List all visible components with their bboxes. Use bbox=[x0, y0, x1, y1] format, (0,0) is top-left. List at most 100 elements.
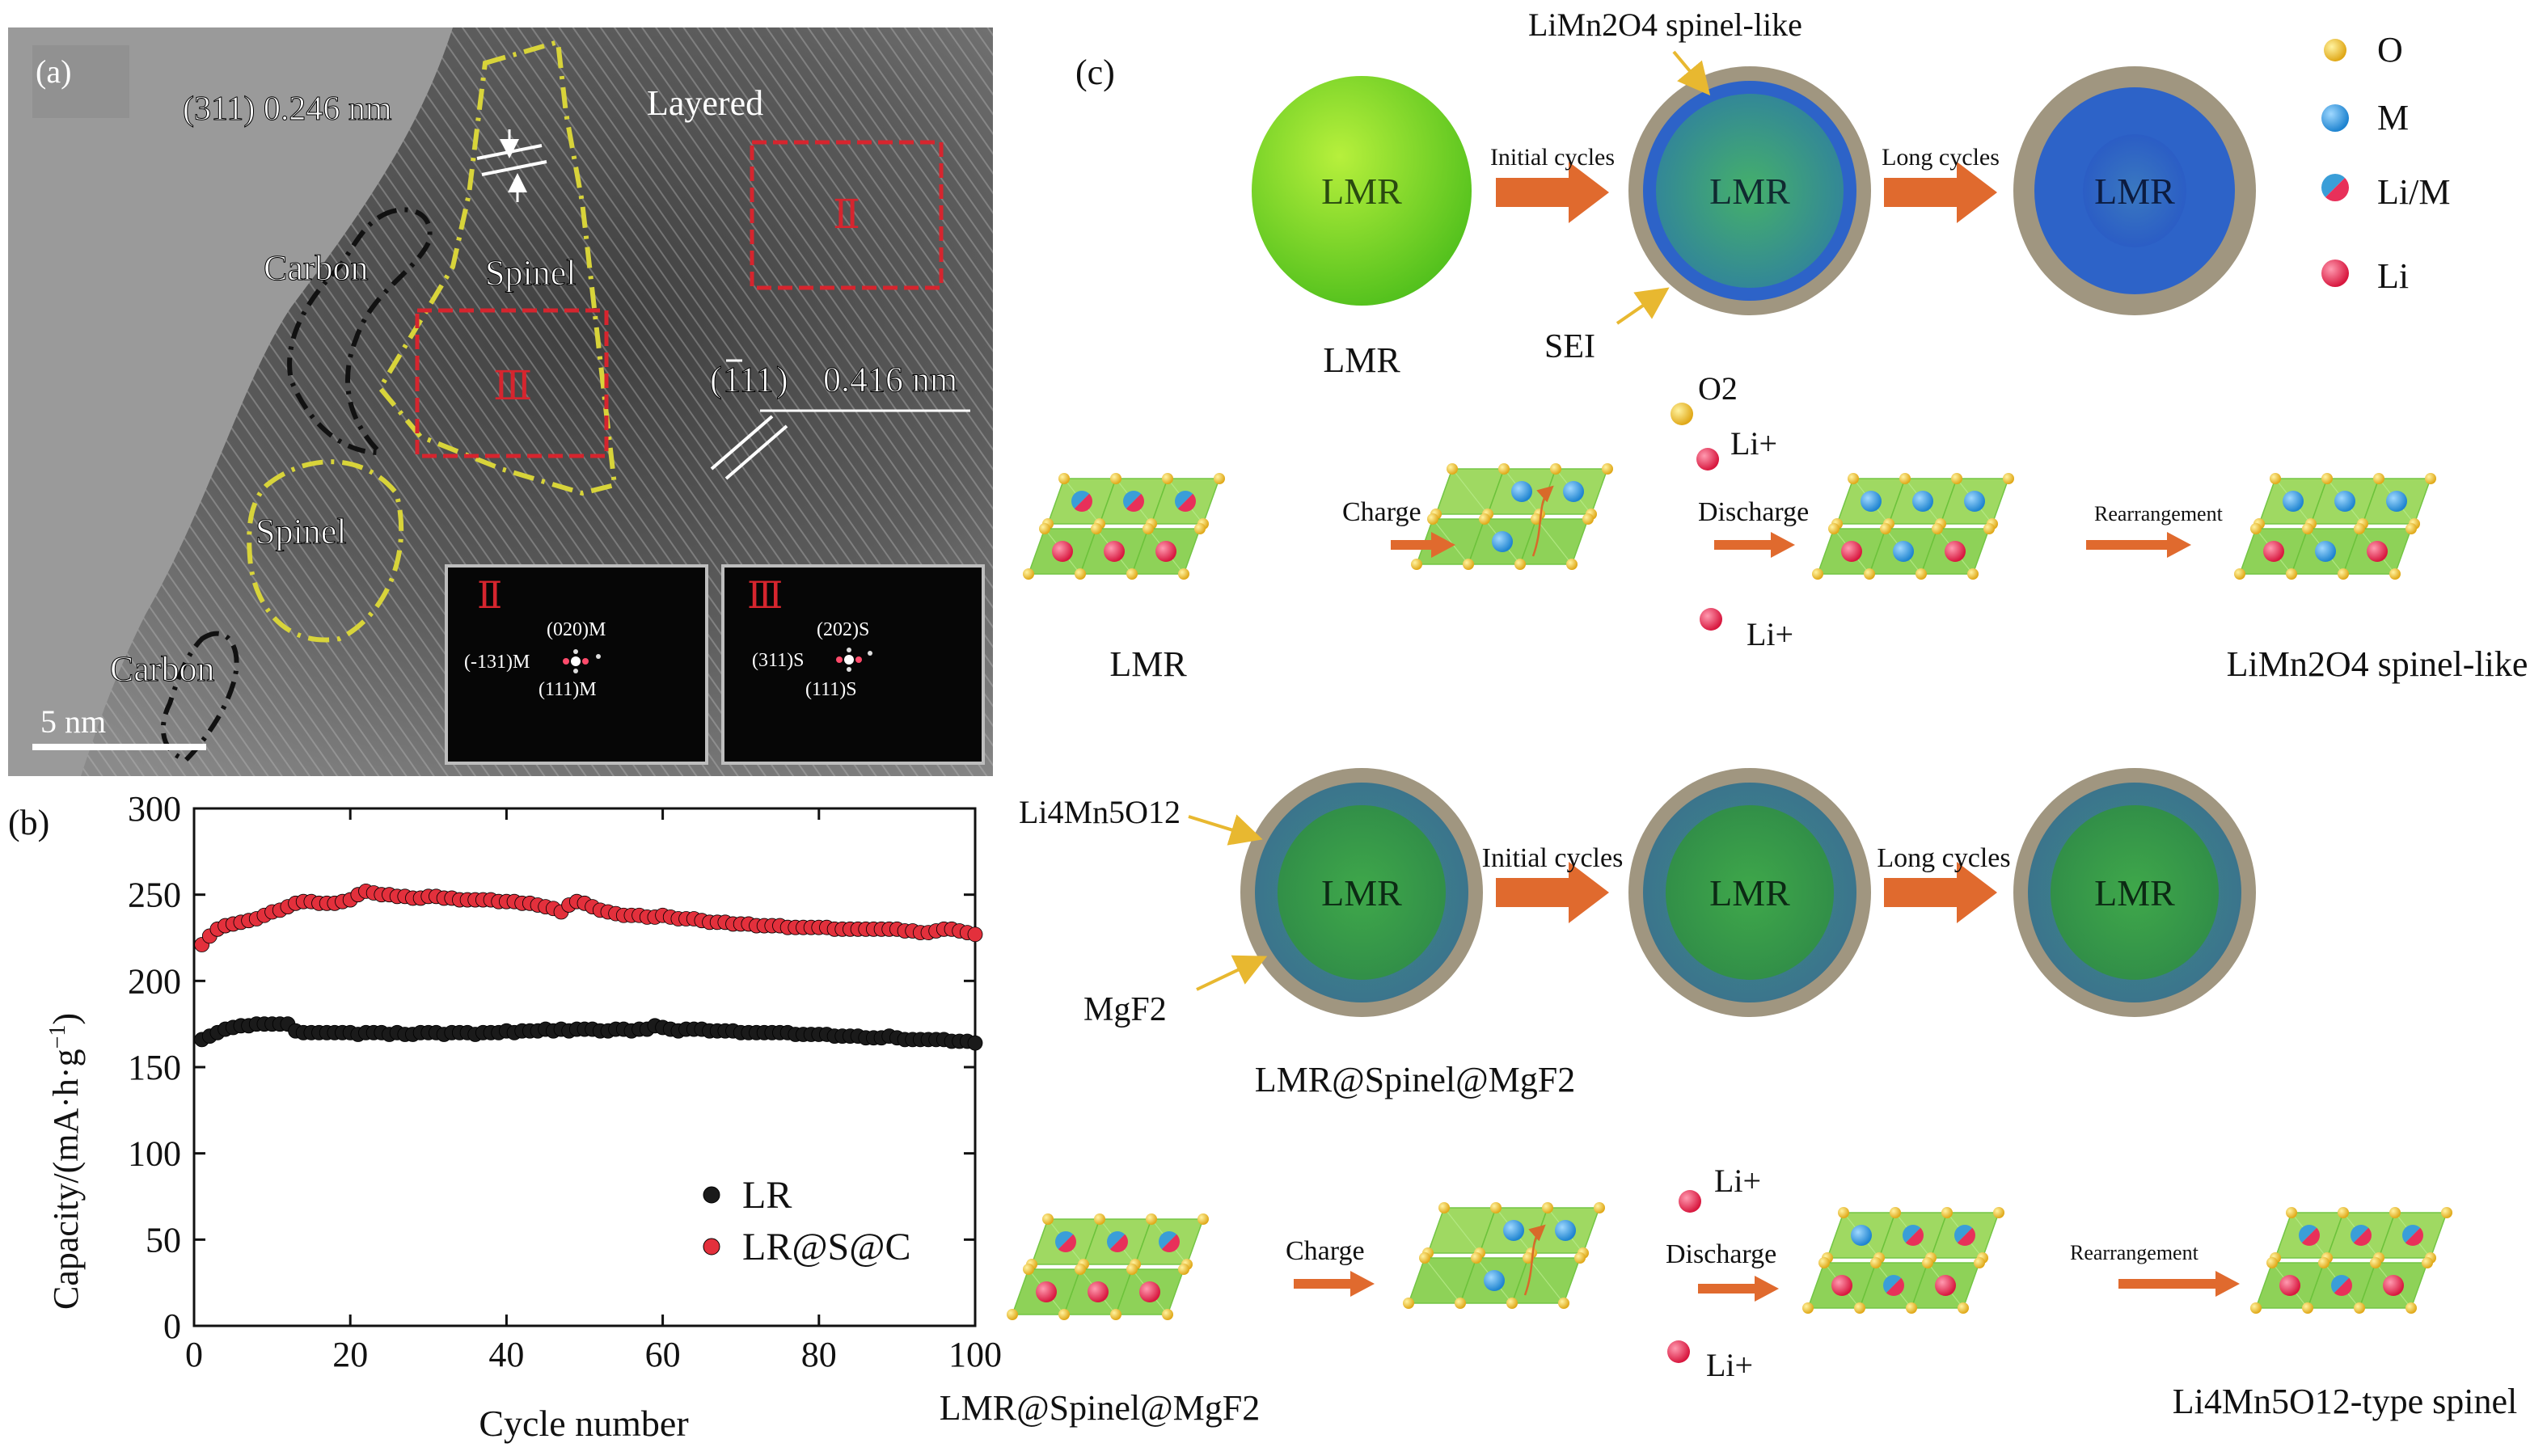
fft-spot bbox=[847, 648, 851, 652]
fft-spot bbox=[855, 656, 862, 663]
crystal-structure bbox=[1023, 473, 1225, 580]
row1-caption-left: LMR bbox=[1323, 340, 1400, 380]
m-atom bbox=[2334, 491, 2355, 512]
o-atom bbox=[1214, 473, 1225, 484]
y-tick-label: 150 bbox=[128, 1048, 181, 1087]
roi-label-III: Ⅲ bbox=[493, 363, 532, 408]
crystal-structure bbox=[1403, 1202, 1605, 1309]
o-atom bbox=[2441, 1207, 2452, 1218]
o-atom bbox=[1582, 513, 1594, 525]
spinel-like-pointer bbox=[1672, 50, 1711, 96]
m-atom bbox=[1555, 1220, 1576, 1241]
row4-discharge-label: Discharge bbox=[1666, 1239, 1776, 1269]
roi-box-II bbox=[750, 140, 944, 290]
o-atom bbox=[1447, 463, 1458, 475]
o-atom bbox=[2422, 1257, 2433, 1268]
o-atom bbox=[2406, 523, 2417, 534]
li-atom bbox=[1036, 1281, 1057, 1302]
inset-II-spot-bottom: (111)M bbox=[539, 679, 597, 700]
released-li-icon-top bbox=[1696, 448, 1719, 471]
o-atom bbox=[1058, 1309, 1070, 1320]
fringe-mark-4 bbox=[724, 424, 788, 480]
o-atom bbox=[1023, 568, 1034, 580]
li4mn5o12-pointer bbox=[1188, 814, 1263, 846]
o-atom bbox=[2389, 1207, 2401, 1218]
fft-spot bbox=[596, 654, 601, 659]
row4-rearrangement-arrow bbox=[2118, 1271, 2240, 1297]
spinel-outline-top bbox=[377, 39, 618, 496]
y-tick-label: 200 bbox=[128, 961, 181, 1001]
o-atom bbox=[1838, 1207, 1849, 1218]
octahedron-edge bbox=[1535, 518, 1573, 565]
o2-text: O2 bbox=[1698, 370, 1738, 407]
o-atom bbox=[1058, 473, 1070, 484]
x-tick-label: 100 bbox=[948, 1335, 1002, 1374]
o-atom bbox=[2354, 1302, 2365, 1314]
o-atom bbox=[1899, 473, 1911, 484]
lattice-311-label: (311) 0.246 nm bbox=[183, 91, 392, 128]
li-atom bbox=[2263, 541, 2284, 562]
inset-II-spot-top: (020)M bbox=[547, 619, 606, 640]
o-atom bbox=[1602, 463, 1613, 475]
row4-li-plus-top: Li+ bbox=[1714, 1163, 1761, 1199]
o-atom bbox=[1197, 1213, 1209, 1225]
row2-caption-right: LiMn2O4 spinel-like bbox=[2227, 644, 2528, 684]
o-atom bbox=[1194, 523, 1206, 534]
o-atom bbox=[1162, 1309, 1173, 1320]
m-atom-icon bbox=[2321, 104, 2349, 132]
lattice-111-paren-close: ) bbox=[776, 360, 788, 399]
o-atom bbox=[1506, 1298, 1518, 1309]
o-atom bbox=[1463, 559, 1474, 570]
row4-li-icon-bottom bbox=[1667, 1340, 1690, 1363]
y-tick-label: 250 bbox=[128, 876, 181, 915]
o-atom bbox=[1802, 1302, 1814, 1314]
li-m-atom-icon bbox=[2321, 174, 2349, 202]
m-atom bbox=[1511, 481, 1532, 502]
o-atom bbox=[2302, 523, 2313, 534]
o-atom bbox=[1993, 1207, 2004, 1218]
o-atom bbox=[1854, 1302, 1865, 1314]
o-atom bbox=[1983, 523, 1995, 534]
o-atom bbox=[1958, 1302, 1969, 1314]
o-atom bbox=[1864, 568, 1875, 580]
o-atom bbox=[1042, 1213, 1054, 1225]
row3-arrow-long bbox=[1884, 862, 1997, 923]
o2-label: O2 bbox=[1698, 370, 1738, 407]
released-o-icon bbox=[1671, 403, 1693, 425]
m-atom bbox=[2315, 541, 2336, 562]
row3-particles: LMR Li4Mn5O12 MgF2 LMR@Spinel@MgF2 Initi… bbox=[1019, 768, 2256, 1099]
o-atom bbox=[2250, 523, 2262, 534]
o-atom bbox=[1091, 523, 1102, 534]
o-atom bbox=[2406, 1302, 2417, 1314]
li-atom bbox=[1831, 1275, 1852, 1296]
legend-m: M bbox=[2377, 98, 2409, 137]
inset-III-spot-bottom: (111)S bbox=[805, 679, 857, 700]
fringe-mark-3 bbox=[710, 415, 774, 471]
o-atom bbox=[2286, 568, 2297, 580]
lmr-core-coated-2 bbox=[1666, 805, 1834, 980]
panel-b: (b) 0 50 100 150 200 250 300 0 20 40 60 80 100 LR LR@S… bbox=[8, 789, 1002, 1444]
region-spinel-top: Spinel bbox=[485, 253, 576, 293]
o-atom bbox=[1848, 473, 1859, 484]
x-tick-label: 60 bbox=[645, 1335, 681, 1374]
fft-spot bbox=[573, 649, 578, 654]
scale-bar bbox=[32, 744, 206, 750]
o-atom bbox=[1075, 568, 1086, 580]
o-atom bbox=[1471, 1252, 1482, 1264]
o-atom bbox=[1455, 1298, 1466, 1309]
lattice-111-dspacing: 0.416 nm bbox=[823, 360, 957, 399]
li-m-atom bbox=[1175, 491, 1196, 512]
lmr-core bbox=[1656, 94, 1844, 288]
li-atom bbox=[1841, 541, 1862, 562]
carbon-outline-top bbox=[287, 207, 433, 456]
inset-III-spot-top: (202)S bbox=[817, 619, 869, 640]
y-axis-label-sup: −1 bbox=[45, 1025, 70, 1049]
row4-caption-right: Li4Mn5O12-type spinel bbox=[2173, 1382, 2518, 1421]
m-atom bbox=[1861, 491, 1882, 512]
li-atom bbox=[2367, 541, 2388, 562]
o-atom bbox=[1932, 523, 1943, 534]
migration-path bbox=[1523, 1224, 1546, 1296]
lmr-particle-label-3: LMR bbox=[2094, 171, 2175, 212]
roi-box-III bbox=[415, 308, 609, 458]
y-tick-label: 0 bbox=[163, 1306, 181, 1346]
